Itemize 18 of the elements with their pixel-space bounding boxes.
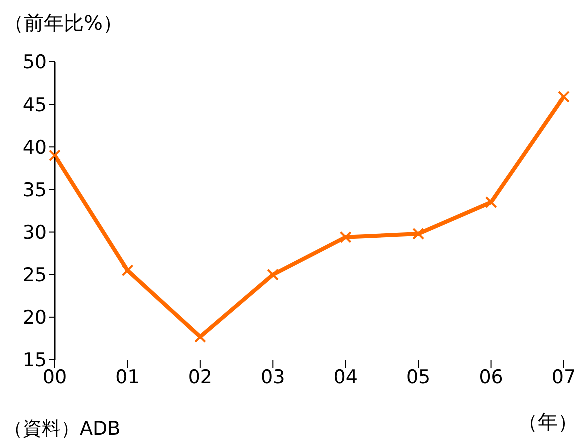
x-tick-label: 02 <box>188 366 213 388</box>
y-tick-label: 45 <box>22 94 47 116</box>
y-tick-label: 20 <box>22 307 47 330</box>
x-tick-label: 03 <box>261 366 286 388</box>
x-tick-label: 00 <box>42 366 68 388</box>
y-tick-label: 35 <box>22 179 47 202</box>
y-tick-label: 25 <box>22 264 47 287</box>
x-tick-label: 01 <box>116 366 140 388</box>
x-tick-label: 04 <box>334 366 358 388</box>
x-tick-label: 07 <box>552 366 576 388</box>
y-tick-label: 30 <box>22 222 47 244</box>
y-axis-title: （前年比%） <box>4 10 124 37</box>
text: （資料）ADB <box>4 417 121 441</box>
x-tick-label: 05 <box>406 366 431 388</box>
y-tick-label: 50 <box>22 52 47 74</box>
y-tick-label: 40 <box>22 136 47 159</box>
x-axis-title: （年） <box>518 409 578 436</box>
x-tick-label: 06 <box>479 366 504 388</box>
